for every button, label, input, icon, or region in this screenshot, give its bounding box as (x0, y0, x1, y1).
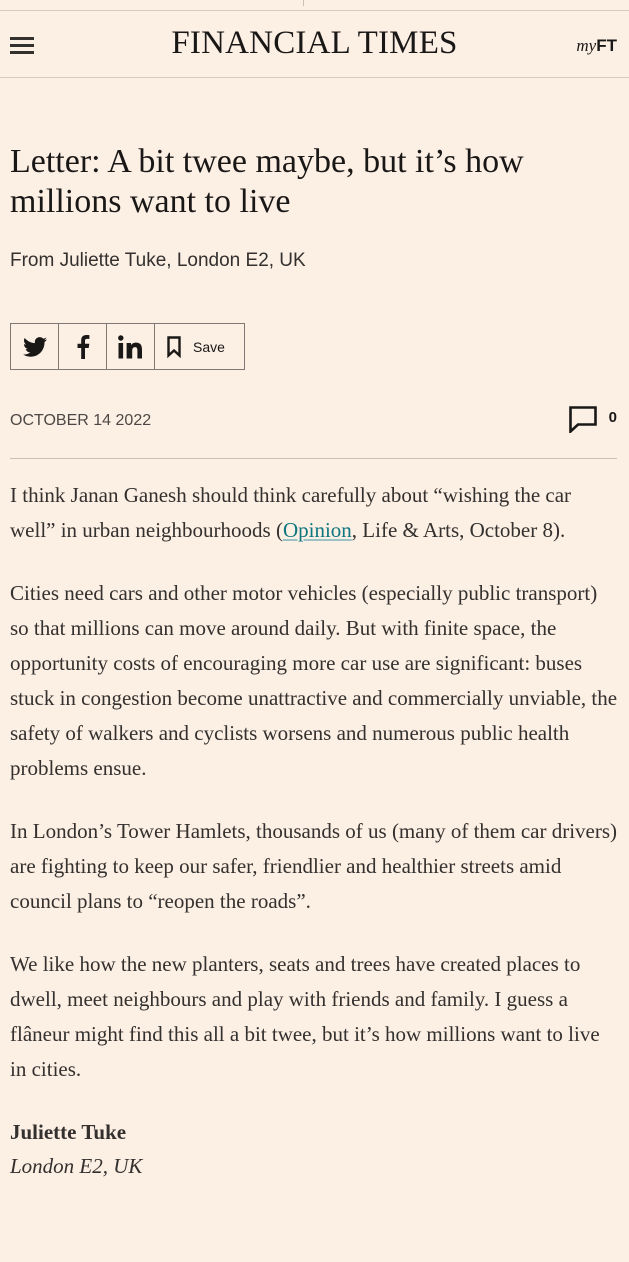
hamburger-menu-icon[interactable] (10, 37, 34, 55)
myft-suffix: FT (596, 36, 617, 55)
signature-location: London E2, UK (10, 1154, 143, 1178)
paragraph-1: I think Janan Ganesh should think carefu… (10, 478, 620, 548)
share-toolbar: Save (10, 323, 245, 370)
signature-name: Juliette Tuke (10, 1120, 127, 1144)
linkedin-icon (117, 334, 142, 358)
article-headline: Letter: A bit twee maybe, but it’s how m… (10, 143, 524, 220)
paragraph-3: In London’s Tower Hamlets, thousands of … (10, 819, 618, 913)
share-twitter-button[interactable] (11, 324, 59, 369)
paragraph-1-text-start: I think Janan Ganesh should think carefu… (10, 483, 572, 542)
article-body: I think Janan Ganesh should think carefu… (10, 478, 620, 1183)
opinion-link[interactable]: Opinion (282, 518, 352, 542)
paragraph-1-text-end: , Life & Arts, October 8). (351, 518, 566, 542)
save-button[interactable]: Save (155, 324, 244, 369)
article-byline: From Juliette Tuke, London E2, UK (10, 250, 306, 271)
site-header: FINANCIAL TIMES myFT (0, 10, 629, 78)
divider (10, 458, 617, 459)
top-strip (0, 0, 629, 10)
paragraph-4: We like how the new planters, seats and … (10, 952, 600, 1081)
paragraph-2: Cities need cars and other motor vehicle… (10, 581, 618, 780)
myft-link[interactable]: myFT (576, 35, 617, 56)
facebook-icon (77, 334, 89, 359)
myft-prefix: my (576, 36, 597, 55)
comments-link[interactable]: 0 (568, 406, 617, 433)
publish-date: OCTOBER 14 2022 (10, 412, 152, 429)
share-linkedin-button[interactable] (107, 324, 155, 369)
bookmark-icon (167, 335, 181, 358)
comment-icon (568, 406, 597, 433)
save-label: Save (193, 338, 225, 355)
top-strip-divider (303, 0, 304, 6)
share-facebook-button[interactable] (59, 324, 107, 369)
ft-logo[interactable]: FINANCIAL TIMES (171, 25, 458, 61)
comment-count: 0 (608, 409, 617, 426)
twitter-icon (22, 336, 47, 357)
